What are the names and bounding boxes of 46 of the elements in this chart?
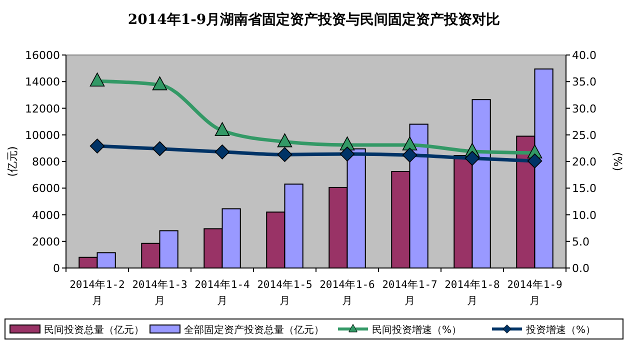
point [277,147,292,162]
y2-tick-label: 0.0 [572,262,590,275]
y2-tick-label: 40.0 [572,49,596,62]
point [402,148,418,163]
x-tick-label: 2014年1-4月 [194,279,250,307]
y2-tick-label: 20.0 [572,156,596,168]
y2-tick-label: 35.0 [572,76,596,89]
y2-tick-label: 5.0 [572,235,590,248]
point [277,133,292,148]
y-tick-label: 6000 [32,182,60,196]
y-tick-label: 8000 [32,156,60,168]
y-tick-label: 12000 [25,102,60,116]
chart-title: 2014年1-9月湖南省固定资产投资与民间固定资产投资对比 [128,11,500,28]
legend-label: 民间投资总量（亿元） [44,324,144,336]
y2-tick-label: 10.0 [572,208,596,222]
point [90,72,105,86]
x-tick-label: 2014年1-2月 [70,279,125,307]
y-tick-label: 2000 [32,235,60,248]
point [340,146,355,162]
point [214,144,230,160]
x-tick-label: 2014年1-9月 [507,279,562,307]
y-tick-label: 16000 [25,49,60,62]
legend-label: 投资增速（%） [525,324,596,336]
x-tick-label: 2014年1-8月 [444,279,500,307]
y-tick-label: 14000 [25,76,60,89]
point [527,154,542,168]
x-tick-label: 2014年1-6月 [320,279,375,307]
y2-axis-title: (%) [611,152,624,172]
legend-label: 全部固定资产投资总量（亿元） [184,324,324,336]
point [214,122,230,136]
point [402,136,418,150]
x-tick-label: 2014年1-3月 [132,279,188,307]
x-tick-label: 2014年1-7月 [382,279,438,307]
point [90,138,105,154]
y-axis-title: (亿元) [6,146,19,177]
point [464,150,480,166]
y-tick-label: 4000 [32,208,60,222]
legend-label: 民间投资增速（%） [372,324,462,336]
y2-tick-label: 30.0 [572,102,596,116]
point [152,141,168,156]
y-tick-label: 10000 [25,128,60,142]
x-tick-label: 2014年1-5月 [257,279,312,307]
y2-tick-label: 15.0 [572,182,596,196]
point [152,76,168,90]
y-tick-label: 0 [53,262,60,275]
y2-tick-label: 25.0 [572,128,596,142]
